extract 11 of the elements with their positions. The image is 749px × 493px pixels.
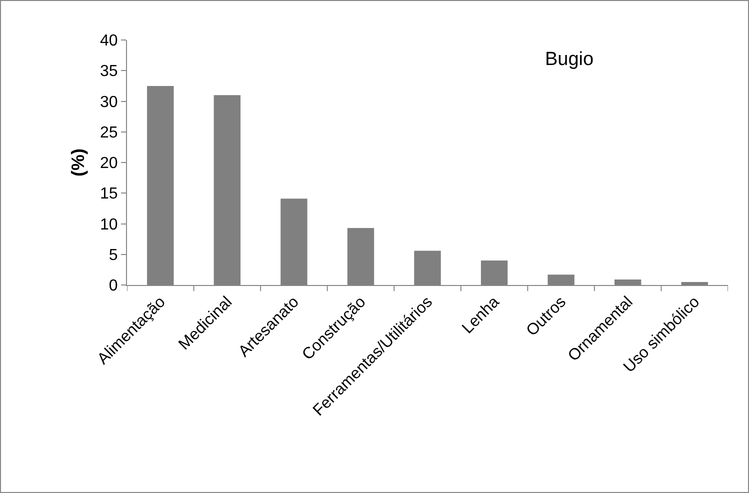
y-tick-label: 5 (108, 246, 118, 264)
y-tick-label: 30 (100, 94, 118, 111)
y-tick-label: 0 (108, 278, 118, 295)
y-tick-label: 15 (100, 186, 118, 203)
annotation: Bugio (545, 49, 594, 70)
y-tick-label: 25 (100, 124, 118, 142)
y-tick-label: 20 (100, 155, 118, 172)
y-tick-label: 35 (100, 63, 118, 80)
y-tick-label: 10 (100, 216, 118, 234)
y-tick-label: 40 (100, 32, 118, 50)
y-axis-title: (%) (68, 148, 88, 176)
